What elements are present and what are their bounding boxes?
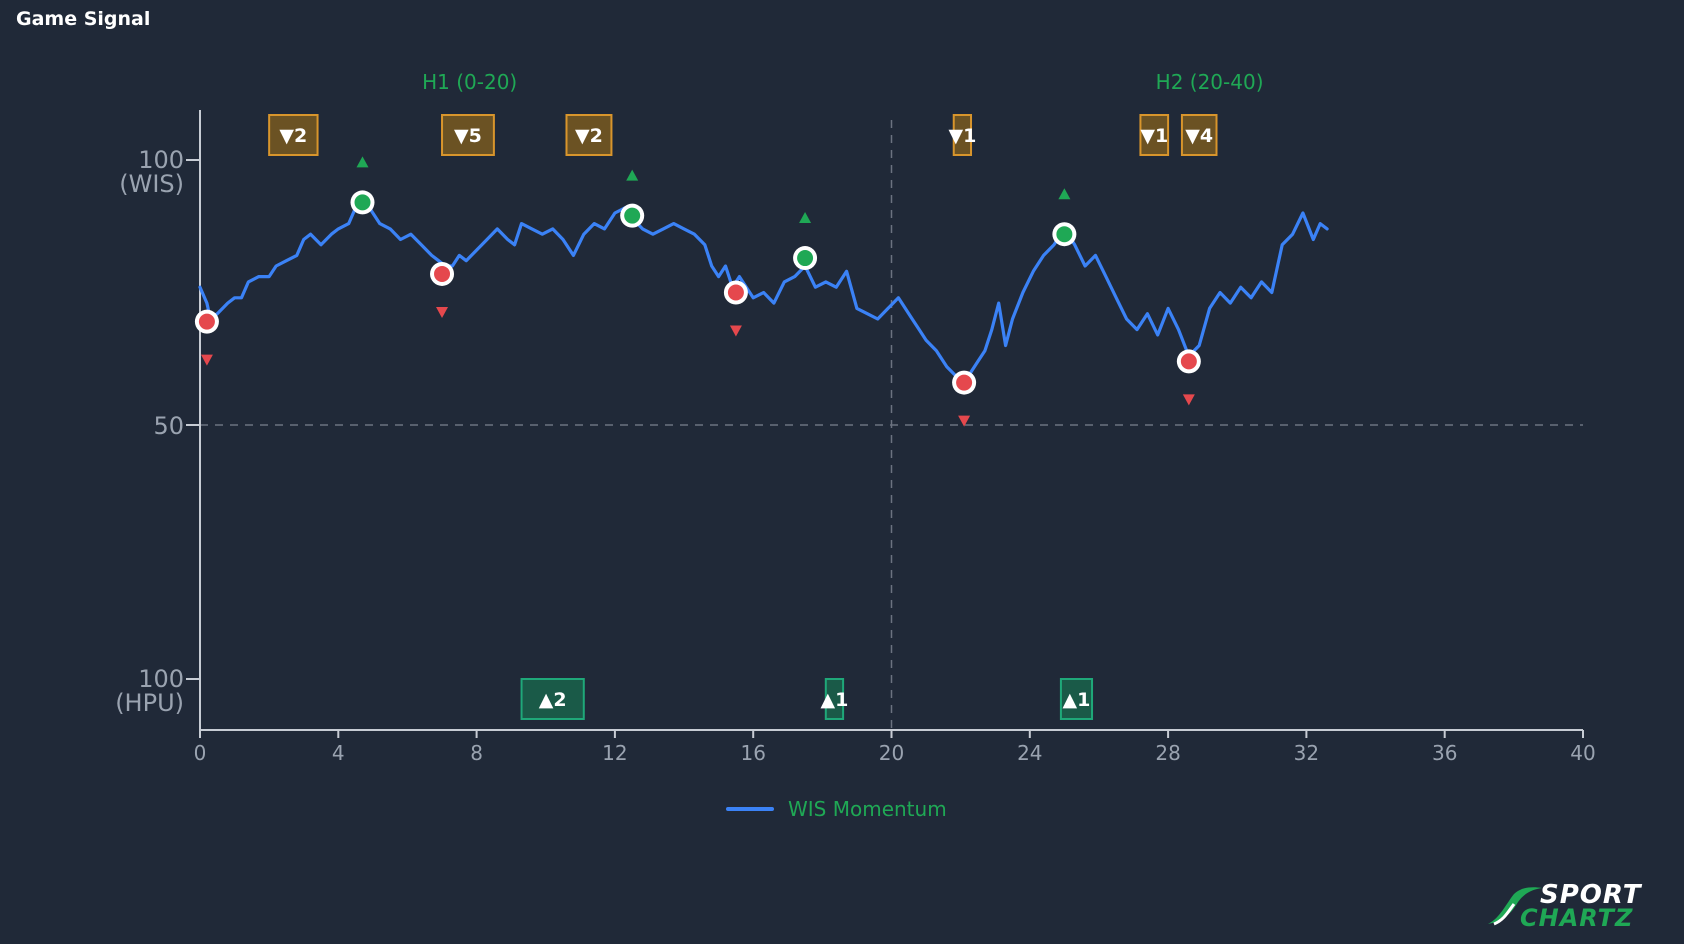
swing-marker-low bbox=[198, 313, 215, 330]
x-tick-label: 16 bbox=[740, 741, 765, 765]
swing-down-arrow-icon bbox=[200, 354, 213, 366]
run-box-top bbox=[952, 114, 973, 156]
run-box-top bbox=[441, 114, 495, 156]
swing-marker-low bbox=[956, 374, 973, 391]
run-box-top-label: ▼1 bbox=[948, 125, 976, 147]
run-box-bottom-label: ▲2 bbox=[539, 689, 567, 711]
swing-down-arrow-icon bbox=[1182, 394, 1195, 406]
x-tick-label: 28 bbox=[1155, 741, 1180, 765]
swing-marker-low bbox=[727, 284, 744, 301]
swing-down-arrow-icon bbox=[958, 415, 971, 427]
y-tick-label-unit: (HPU) bbox=[115, 689, 184, 717]
run-box-top bbox=[268, 114, 319, 156]
x-tick-label: 36 bbox=[1432, 741, 1457, 765]
swing-marker-high bbox=[354, 194, 371, 211]
run-box-bottom bbox=[824, 678, 845, 720]
x-tick-label: 40 bbox=[1570, 741, 1595, 765]
swing-up-arrow-icon bbox=[356, 156, 369, 168]
run-box-top-label: ▼5 bbox=[454, 125, 482, 147]
x-tick-label: 12 bbox=[602, 741, 627, 765]
run-box-bottom-label: ▲1 bbox=[1063, 689, 1091, 711]
y-tick-label: 100 bbox=[138, 665, 184, 693]
logo-text-sport: SPORT bbox=[1540, 880, 1642, 910]
run-box-bottom bbox=[1059, 678, 1094, 720]
x-tick-label: 0 bbox=[194, 741, 207, 765]
y-tick-label-unit: (WIS) bbox=[119, 170, 184, 198]
x-tick-label: 24 bbox=[1017, 741, 1042, 765]
run-box-bottom bbox=[520, 678, 585, 720]
x-tick-label: 4 bbox=[332, 741, 345, 765]
sportchartz-logo: SPORT CHARTZ bbox=[1484, 880, 1654, 932]
run-box-top bbox=[1180, 114, 1218, 156]
run-box-top-label: ▼1 bbox=[1140, 125, 1168, 147]
run-box-top bbox=[1139, 114, 1170, 156]
swing-up-arrow-icon bbox=[799, 212, 812, 224]
page-title: Game Signal bbox=[16, 8, 151, 30]
x-tick-label: 20 bbox=[879, 741, 904, 765]
x-tick-label: 8 bbox=[470, 741, 483, 765]
swing-marker-high bbox=[797, 250, 814, 267]
run-box-bottom-label: ▲1 bbox=[821, 689, 849, 711]
legend-label-wis-momentum: WIS Momentum bbox=[788, 797, 947, 821]
run-box-top-label: ▼4 bbox=[1185, 125, 1213, 147]
legend: WIS Momentum bbox=[726, 797, 947, 821]
swing-marker-low bbox=[434, 265, 451, 282]
run-box-top bbox=[565, 114, 613, 156]
x-tick-label: 32 bbox=[1294, 741, 1319, 765]
logo-text-chartz: CHARTZ bbox=[1520, 904, 1634, 932]
logo-swoosh-icon bbox=[1488, 887, 1542, 926]
swing-up-arrow-icon bbox=[626, 169, 639, 181]
half-label-2: H2 (20-40) bbox=[1156, 70, 1264, 94]
half-label-1: H1 (0-20) bbox=[422, 70, 517, 94]
run-box-top-label: ▼2 bbox=[279, 125, 307, 147]
swing-up-arrow-icon bbox=[1058, 188, 1071, 200]
swing-marker-high bbox=[1056, 226, 1073, 243]
series-line-wis-momentum bbox=[198, 200, 1329, 385]
run-box-top-label: ▼2 bbox=[575, 125, 603, 147]
swing-marker-high bbox=[624, 207, 641, 224]
swing-down-arrow-icon bbox=[729, 325, 742, 337]
y-tick-label: 50 bbox=[153, 412, 184, 440]
y-tick-label: 100 bbox=[138, 146, 184, 174]
swing-marker-low bbox=[1180, 353, 1197, 370]
swing-down-arrow-icon bbox=[436, 306, 449, 318]
legend-swatch-wis-momentum bbox=[726, 807, 774, 811]
